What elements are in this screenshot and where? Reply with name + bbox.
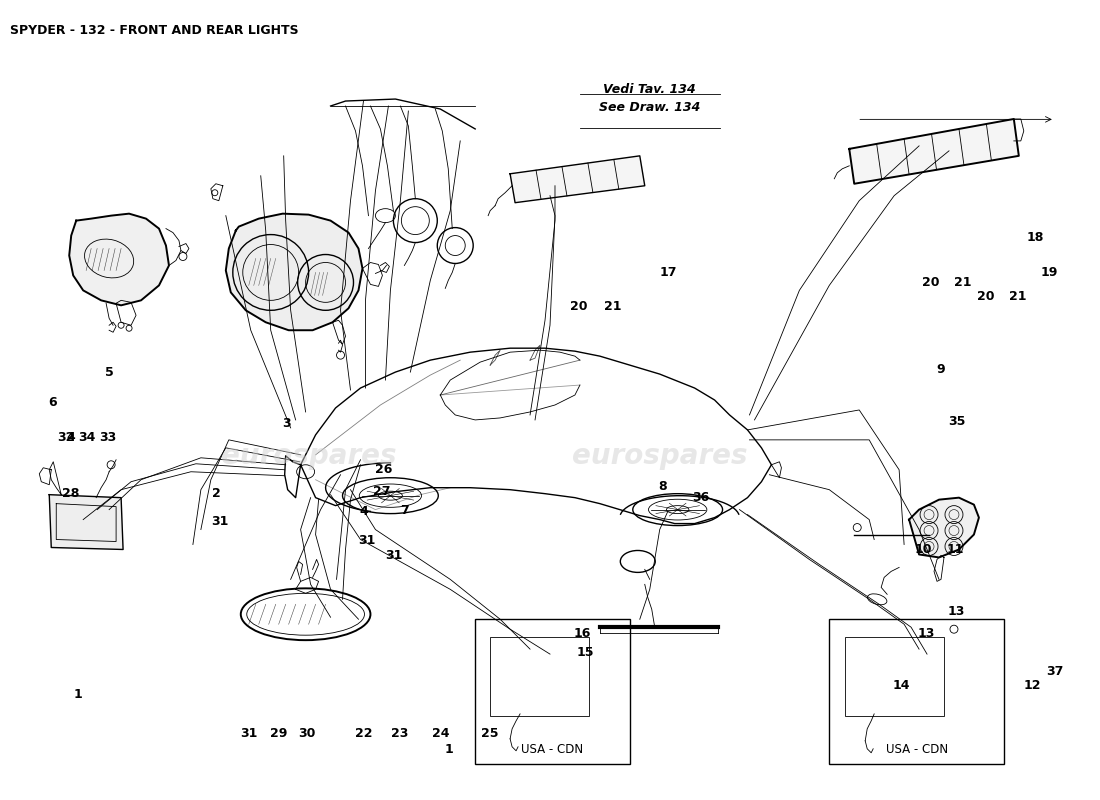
Text: 1: 1: [444, 742, 453, 756]
Text: 23: 23: [390, 726, 408, 740]
Polygon shape: [69, 214, 169, 306]
Text: 20: 20: [922, 275, 939, 289]
Text: 29: 29: [271, 726, 288, 740]
Text: 4: 4: [359, 505, 367, 518]
Text: 10: 10: [914, 542, 932, 555]
Text: SPYDER - 132 - FRONT AND REAR LIGHTS: SPYDER - 132 - FRONT AND REAR LIGHTS: [10, 24, 299, 37]
Bar: [475, 619, 630, 764]
Text: 17: 17: [660, 266, 678, 279]
Text: 2: 2: [212, 486, 221, 500]
Text: USA - CDN: USA - CDN: [521, 742, 584, 756]
Text: 31: 31: [241, 726, 258, 740]
Text: 13: 13: [917, 627, 935, 640]
Text: eurospares: eurospares: [221, 442, 396, 470]
Text: 25: 25: [481, 726, 498, 740]
Text: 8: 8: [659, 480, 668, 493]
Text: 21: 21: [604, 300, 622, 314]
Polygon shape: [226, 214, 363, 330]
Text: 36: 36: [692, 490, 708, 504]
Polygon shape: [909, 498, 979, 558]
Text: 7: 7: [399, 503, 408, 517]
Text: 26: 26: [374, 463, 392, 476]
Text: 32: 32: [57, 431, 75, 444]
Text: 27: 27: [373, 485, 390, 498]
Text: 12: 12: [1024, 679, 1042, 692]
Text: 11: 11: [946, 542, 964, 555]
Text: 18: 18: [1026, 231, 1044, 244]
Text: 21: 21: [1009, 290, 1026, 303]
Text: 15: 15: [576, 646, 594, 659]
Text: USA - CDN: USA - CDN: [886, 742, 947, 756]
Text: 16: 16: [573, 627, 591, 640]
Text: 34: 34: [78, 431, 96, 444]
Text: 20: 20: [977, 290, 994, 303]
Text: 4: 4: [66, 431, 75, 444]
Text: 1: 1: [74, 689, 82, 702]
Text: 31: 31: [359, 534, 375, 547]
Polygon shape: [510, 156, 645, 202]
Text: 22: 22: [354, 726, 372, 740]
Text: 35: 35: [948, 415, 966, 428]
Text: 14: 14: [892, 679, 910, 692]
Text: 21: 21: [954, 275, 971, 289]
Text: Vedi Tav. 134: Vedi Tav. 134: [604, 83, 696, 96]
Text: 31: 31: [385, 549, 403, 562]
Text: 24: 24: [431, 726, 449, 740]
Text: 9: 9: [936, 363, 945, 376]
Text: See Draw. 134: See Draw. 134: [600, 101, 701, 114]
Text: 33: 33: [99, 431, 117, 444]
Text: 20: 20: [570, 300, 587, 314]
Text: eurospares: eurospares: [572, 442, 748, 470]
Text: 5: 5: [104, 366, 113, 378]
Text: 37: 37: [1046, 665, 1064, 678]
Text: 31: 31: [211, 514, 229, 528]
Text: 30: 30: [298, 726, 315, 740]
Polygon shape: [50, 494, 123, 550]
Text: 13: 13: [947, 605, 965, 618]
Text: 19: 19: [1041, 266, 1058, 279]
Text: 6: 6: [48, 396, 57, 409]
Text: 28: 28: [62, 486, 79, 500]
Polygon shape: [849, 119, 1019, 184]
Bar: [829, 619, 1004, 764]
Text: 3: 3: [283, 418, 292, 430]
